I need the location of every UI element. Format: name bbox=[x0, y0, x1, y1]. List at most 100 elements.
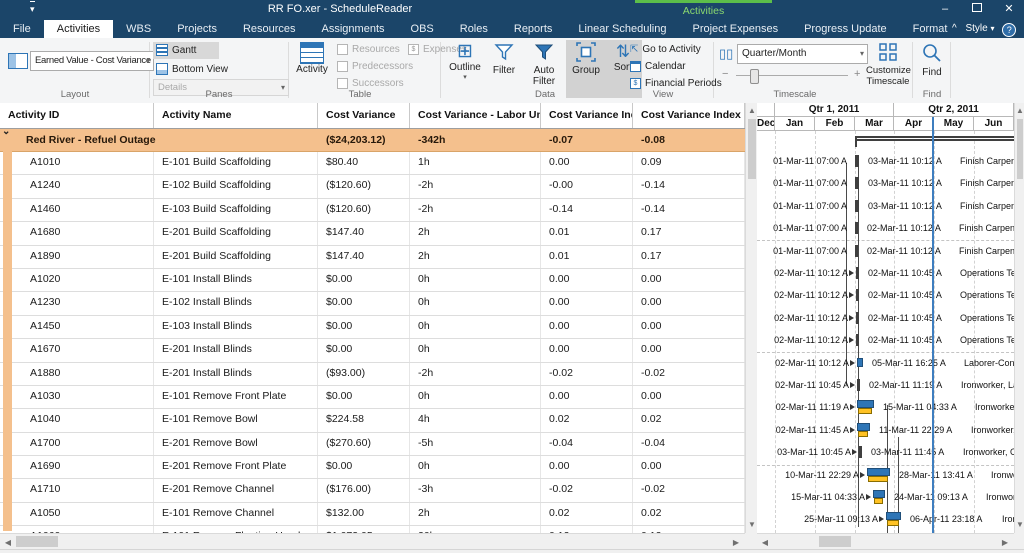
timescale-zoom-slider[interactable]: − + bbox=[722, 68, 862, 82]
gantt-row[interactable]: 02-Mar-11 11:19 A15-Mar-11 04:33 AIronwo… bbox=[757, 396, 1014, 418]
tab-file[interactable]: File bbox=[0, 20, 44, 38]
tab-assignments[interactable]: Assignments bbox=[309, 20, 398, 38]
gantt-row[interactable]: 01-Mar-11 07:00 A03-Mar-11 10:12 AFinish… bbox=[757, 172, 1014, 194]
milestone-bar[interactable] bbox=[856, 312, 859, 324]
gantt-row[interactable]: 02-Mar-11 10:12 A05-Mar-11 16:25 ALabore… bbox=[757, 352, 1014, 374]
gantt-row[interactable]: 01-Mar-11 07:00 A02-Mar-11 10:12 AFinish… bbox=[757, 240, 1014, 262]
actual-bar[interactable] bbox=[886, 512, 901, 520]
quick-access-customize-icon[interactable]: ▾ bbox=[30, 1, 35, 16]
scroll-right-icon[interactable]: ▶ bbox=[731, 538, 741, 548]
column-header-1[interactable]: Activity ID bbox=[0, 103, 154, 128]
milestone-bar[interactable] bbox=[855, 222, 858, 234]
minimize-button[interactable]: – bbox=[930, 0, 960, 20]
gantt-row[interactable]: 15-Mar-11 04:33 A24-Mar-11 09:13 AIronwo… bbox=[757, 486, 1014, 508]
baseline-bar[interactable] bbox=[858, 408, 872, 414]
help-icon[interactable]: ? bbox=[1002, 23, 1016, 37]
gantt-horizontal-scrollbar[interactable]: ◀ ▶ bbox=[757, 533, 1014, 550]
scroll-right-icon[interactable]: ▶ bbox=[1000, 538, 1010, 548]
column-header-2[interactable]: Activity Name bbox=[154, 103, 318, 128]
style-dropdown-arrow-icon[interactable]: ▾ bbox=[991, 24, 995, 33]
maximize-button[interactable] bbox=[962, 0, 992, 20]
column-header-6[interactable]: Cost Variance Index - Labor Un bbox=[633, 103, 745, 128]
slider-thumb[interactable] bbox=[750, 69, 759, 84]
baseline-bar[interactable] bbox=[868, 476, 888, 482]
table-horizontal-scrollbar[interactable]: ◀ ▶ bbox=[0, 533, 745, 550]
table-row[interactable]: A1700E-201 Remove Bowl($270.60)-5h-0.04-… bbox=[0, 433, 745, 456]
tab-reports[interactable]: Reports bbox=[501, 20, 566, 38]
milestone-bar[interactable] bbox=[855, 200, 859, 212]
zoom-in-icon[interactable]: + bbox=[854, 68, 860, 80]
scroll-up-icon[interactable]: ▲ bbox=[1015, 106, 1024, 116]
table-row[interactable]: A1230E-102 Install Blinds$0.000h0.000.00 bbox=[0, 292, 745, 315]
gantt-row[interactable]: 02-Mar-11 10:12 A02-Mar-11 10:45 AOperat… bbox=[757, 262, 1014, 284]
outline-button[interactable]: ⊞ Outline ▾ bbox=[446, 42, 484, 96]
gantt-row[interactable]: 02-Mar-11 10:12 A02-Mar-11 10:45 AOperat… bbox=[757, 284, 1014, 306]
column-header-4[interactable]: Cost Variance - Labor Units bbox=[410, 103, 541, 128]
column-header-5[interactable]: Cost Variance Index bbox=[541, 103, 633, 128]
activity-table-button[interactable]: Activity bbox=[292, 42, 332, 94]
scroll-left-icon[interactable]: ◀ bbox=[3, 538, 13, 548]
scroll-down-icon[interactable]: ▼ bbox=[1015, 520, 1024, 530]
table-row[interactable]: A1030E-101 Remove Front Plate$0.000h0.00… bbox=[0, 386, 745, 409]
tab-project-expenses[interactable]: Project Expenses bbox=[679, 20, 791, 38]
gantt-row[interactable]: 03-Mar-11 10:45 A03-Mar-11 11:45 AIronwo… bbox=[757, 441, 1014, 463]
group-button[interactable]: Group bbox=[568, 42, 604, 96]
gantt-body[interactable]: 01-Mar-11 07:00 A03-Mar-11 10:12 AFinish… bbox=[757, 131, 1014, 533]
scrollbar-thumb[interactable] bbox=[819, 536, 851, 547]
go-to-activity-button[interactable]: ⇱Go to Activity bbox=[630, 44, 701, 55]
bottom-view-button[interactable]: Bottom View bbox=[153, 61, 243, 78]
table-row[interactable]: A1240E-102 Build Scaffolding($120.60)-2h… bbox=[0, 175, 745, 198]
gantt-row[interactable]: 02-Mar-11 10:45 A02-Mar-11 11:19 AIronwo… bbox=[757, 374, 1014, 396]
actual-bar[interactable] bbox=[857, 423, 870, 431]
tab-activities[interactable]: Activities bbox=[44, 20, 113, 38]
table-row[interactable]: A1690E-201 Remove Front Plate$0.000h0.00… bbox=[0, 456, 745, 479]
milestone-bar[interactable] bbox=[856, 289, 859, 301]
actual-bar[interactable] bbox=[857, 358, 863, 367]
gantt-row[interactable]: 01-Mar-11 07:00 A03-Mar-11 10:12 AFinish… bbox=[757, 150, 1014, 172]
calendar-button[interactable]: Calendar bbox=[630, 61, 686, 72]
tab-wbs[interactable]: WBS bbox=[113, 20, 164, 38]
table-row[interactable]: A1450E-103 Install Blinds$0.000h0.000.00 bbox=[0, 316, 745, 339]
layout-combobox[interactable]: Earned Value - Cost Variance ▾ bbox=[30, 51, 154, 71]
milestone-bar[interactable] bbox=[856, 334, 859, 346]
close-button[interactable]: ✕ bbox=[994, 0, 1024, 20]
find-button[interactable]: Find bbox=[916, 42, 948, 96]
collapse-group-icon[interactable]: ⌄ bbox=[2, 126, 10, 137]
scrollbar-thumb[interactable] bbox=[16, 536, 58, 547]
table-row[interactable]: A1710E-201 Remove Channel($176.00)-3h-0.… bbox=[0, 479, 745, 502]
baseline-bar[interactable] bbox=[887, 520, 899, 526]
gantt-pane-button[interactable]: Gantt bbox=[153, 42, 219, 59]
actual-bar[interactable] bbox=[867, 468, 890, 476]
scrollbar-thumb[interactable] bbox=[748, 119, 756, 179]
zoom-out-icon[interactable]: − bbox=[722, 68, 728, 80]
timescale-combobox[interactable]: Quarter/Month ▾ bbox=[737, 44, 868, 64]
gantt-row[interactable]: 02-Mar-11 11:45 A11-Mar-11 22:29 AIronwo… bbox=[757, 419, 1014, 441]
tab-progress-update[interactable]: Progress Update bbox=[791, 20, 900, 38]
column-header-3[interactable]: Cost Variance bbox=[318, 103, 410, 128]
table-row[interactable]: A1880E-201 Install Blinds($93.00)-2h-0.0… bbox=[0, 363, 745, 386]
table-row[interactable]: A1010E-101 Build Scaffolding$80.401h0.00… bbox=[0, 152, 745, 175]
tab-projects[interactable]: Projects bbox=[164, 20, 230, 38]
table-row[interactable]: A1060E-101 Remove Floating Head$1,073.05… bbox=[0, 526, 745, 533]
table-row[interactable]: A1670E-201 Install Blinds$0.000h0.000.00 bbox=[0, 339, 745, 362]
milestone-bar[interactable] bbox=[856, 267, 859, 279]
table-row[interactable]: A1020E-101 Install Blinds$0.000h0.000.00 bbox=[0, 269, 745, 292]
actual-bar[interactable] bbox=[873, 490, 885, 498]
gantt-vertical-scrollbar[interactable]: ▲ ▼ bbox=[1014, 103, 1024, 533]
style-dropdown[interactable]: Style bbox=[965, 23, 987, 34]
tab-obs[interactable]: OBS bbox=[398, 20, 447, 38]
gantt-row[interactable]: 01-Mar-11 07:00 A03-Mar-11 10:12 AFinish… bbox=[757, 195, 1014, 217]
filter-button[interactable]: Filter bbox=[487, 42, 521, 96]
table-row[interactable]: A1050E-101 Remove Channel$132.002h0.020.… bbox=[0, 503, 745, 526]
table-row[interactable]: A1680E-201 Build Scaffolding$147.402h0.0… bbox=[0, 222, 745, 245]
milestone-bar[interactable] bbox=[859, 446, 862, 458]
baseline-bar[interactable] bbox=[874, 498, 883, 504]
milestone-bar[interactable] bbox=[855, 177, 859, 189]
actual-bar[interactable] bbox=[857, 400, 874, 408]
gantt-row[interactable]: 10-Mar-11 22:29 A28-Mar-11 13:41 AIronwo… bbox=[757, 464, 1014, 486]
financial-periods-button[interactable]: $Financial Periods bbox=[630, 78, 722, 89]
tab-roles[interactable]: Roles bbox=[447, 20, 501, 38]
scroll-left-icon[interactable]: ◀ bbox=[760, 538, 770, 548]
auto-filter-button[interactable]: Auto Filter bbox=[524, 42, 564, 96]
milestone-bar[interactable] bbox=[855, 245, 858, 257]
